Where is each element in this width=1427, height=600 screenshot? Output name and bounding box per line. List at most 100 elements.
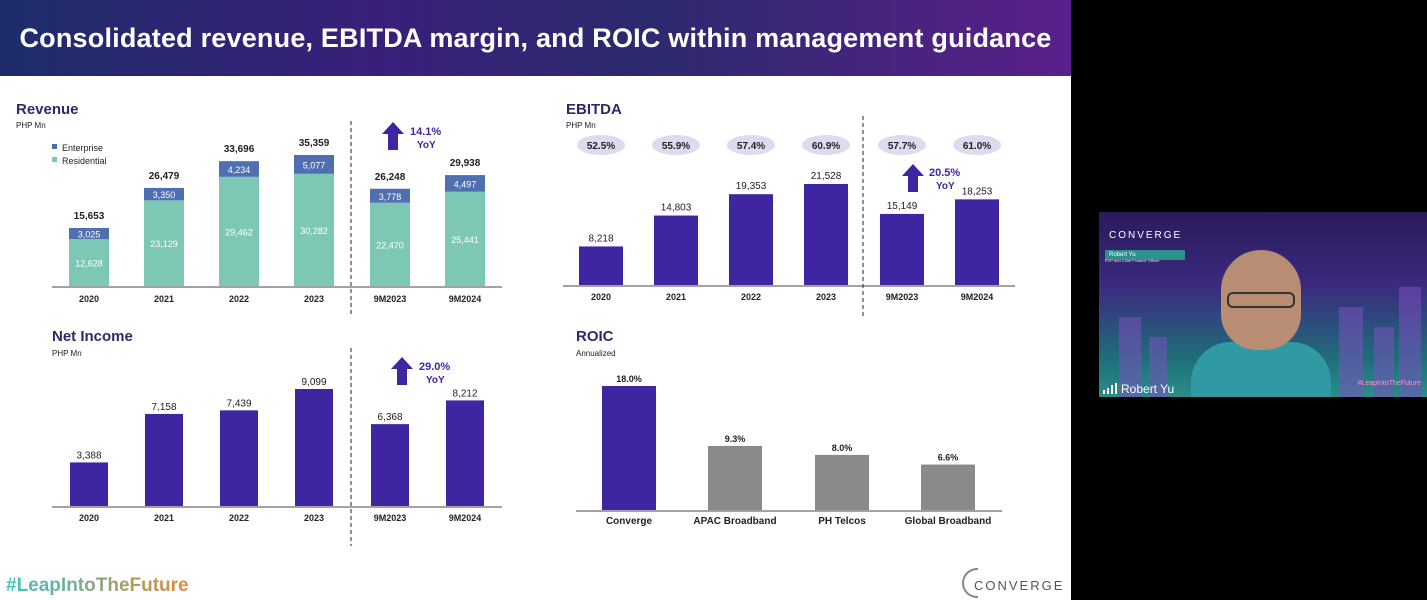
revenue-enterprise-label: 4,234	[228, 165, 251, 175]
net-income-category-label: 9M2023	[374, 513, 407, 523]
revenue-bar-enterprise	[69, 228, 109, 240]
slide: Consolidated revenue, EBITDA margin, and…	[0, 0, 1071, 600]
net-income-category-label: 9M2024	[449, 513, 482, 523]
speaker-glasses	[1227, 292, 1295, 308]
net-income-bar	[145, 413, 183, 506]
legend-residential-label: Residential	[62, 156, 107, 166]
ebitda-value-label: 19,353	[736, 181, 767, 192]
participant-label: Robert Yu	[1099, 380, 1219, 397]
revenue-enterprise-label: 4,497	[454, 179, 477, 189]
ebitda-bar	[880, 213, 924, 285]
revenue-enterprise-label: 3,025	[78, 230, 101, 240]
roic-bar	[708, 445, 762, 510]
ebitda-value-label: 15,149	[887, 201, 918, 212]
ebitda-bar	[654, 215, 698, 285]
ebitda-bar	[804, 184, 848, 285]
webcam-name-tag: Robert Yu	[1105, 250, 1185, 260]
ebitda-category-label: 2020	[591, 292, 611, 302]
roic-title: ROIC	[576, 328, 614, 345]
revenue-bar-residential	[370, 202, 410, 286]
revenue-title: Revenue	[16, 101, 79, 118]
skyline-building	[1339, 307, 1363, 397]
revenue-growth-value: 14.1%	[410, 126, 441, 138]
ebitda-value-label: 14,803	[661, 203, 692, 214]
revenue-bar-enterprise	[370, 188, 410, 203]
net-income-value-label: 7,158	[151, 402, 176, 413]
roic-value-label: 6.6%	[938, 453, 959, 463]
ebitda-margin-pill	[802, 135, 850, 155]
speaker-shirt	[1191, 342, 1331, 397]
roic-bar	[815, 454, 869, 510]
ebitda-growth-arrow-icon	[902, 164, 924, 192]
net-income-category-label: 2020	[79, 513, 99, 523]
webcam-hashtag: #LeapIntoTheFuture	[1357, 380, 1421, 387]
revenue-bar-residential	[144, 200, 184, 286]
ebitda-value-label: 21,528	[811, 171, 842, 182]
revenue-bar-enterprise	[445, 175, 485, 192]
hashtag-footer: #LeapIntoTheFuture	[6, 575, 189, 596]
revenue-total-label: 29,938	[450, 158, 481, 169]
roic-category-label: Global Broadband	[905, 516, 992, 527]
net-income-growth-label: YoY	[426, 375, 445, 386]
webcam-tile[interactable]: CONVERGE Robert Yu EVP and Chief Finance…	[1099, 212, 1427, 397]
ebitda-growth-value: 20.5%	[929, 167, 960, 179]
skyline-building	[1119, 317, 1141, 397]
net-income-value-label: 7,439	[226, 398, 251, 409]
revenue-residential-label: 30,282	[300, 226, 328, 236]
ebitda-margin-pill	[652, 135, 700, 155]
ebitda-unit: PHP Mn	[566, 121, 596, 130]
revenue-residential-label: 29,462	[225, 227, 253, 237]
ebitda-bar	[955, 199, 999, 285]
skyline-building	[1399, 287, 1421, 397]
net-income-category-label: 2023	[304, 513, 324, 523]
converge-logo: CONVERGE	[962, 568, 1062, 598]
revenue-category-label: 9M2023	[374, 294, 407, 304]
ebitda-margin-pill	[727, 135, 775, 155]
revenue-category-label: 9M2024	[449, 294, 482, 304]
revenue-growth-label: YoY	[417, 140, 436, 151]
revenue-enterprise-label: 3,350	[153, 190, 176, 200]
webcam-title-tag: EVP and Chief Finance Officer	[1105, 258, 1160, 263]
title-banner: Consolidated revenue, EBITDA margin, and…	[0, 0, 1071, 76]
legend-residential-swatch	[52, 157, 57, 162]
ebitda-growth-label: YoY	[936, 181, 955, 192]
revenue-enterprise-label: 5,077	[303, 160, 326, 170]
ebitda-category-label: 2021	[666, 292, 686, 302]
revenue-growth-arrow-icon	[382, 122, 404, 150]
ebitda-value-label: 18,253	[962, 186, 993, 197]
ebitda-margin-label: 52.5%	[587, 141, 615, 152]
revenue-total-label: 26,479	[149, 171, 180, 182]
ebitda-margin-label: 60.9%	[812, 141, 840, 152]
ebitda-margin-label: 55.9%	[662, 141, 690, 152]
roic-value-label: 8.0%	[832, 443, 853, 453]
skyline-building	[1374, 327, 1394, 397]
net-income-bar	[446, 400, 484, 506]
ebitda-margin-label: 57.7%	[888, 141, 916, 152]
speaker-face	[1221, 250, 1301, 350]
ebitda-value-label: 8,218	[588, 233, 613, 244]
net-income-bar	[371, 424, 409, 506]
revenue-bar-residential	[69, 239, 109, 286]
revenue-residential-label: 23,129	[150, 239, 178, 249]
webcam-brand: CONVERGE	[1109, 230, 1183, 241]
net-income-growth-arrow-icon	[391, 357, 413, 385]
signal-bars-icon	[1103, 383, 1117, 394]
net-income-bar	[295, 389, 333, 506]
net-income-unit: PHP Mn	[52, 349, 82, 358]
ebitda-category-label: 9M2023	[886, 292, 919, 302]
revenue-category-label: 2021	[154, 294, 174, 304]
revenue-bar-enterprise	[294, 155, 334, 174]
net-income-bar	[220, 410, 258, 506]
revenue-total-label: 35,359	[299, 138, 330, 149]
ebitda-margin-pill	[577, 135, 625, 155]
net-income-value-label: 8,212	[452, 388, 477, 399]
revenue-unit: PHP Mn	[16, 121, 46, 130]
revenue-total-label: 33,696	[224, 144, 255, 155]
roic-value-label: 18.0%	[616, 374, 642, 384]
revenue-residential-label: 12,628	[75, 259, 103, 269]
revenue-total-label: 26,248	[375, 172, 406, 183]
ebitda-title: EBITDA	[566, 101, 622, 118]
ebitda-margin-label: 61.0%	[963, 141, 991, 152]
revenue-residential-label: 25,441	[451, 235, 479, 245]
roic-category-label: APAC Broadband	[693, 516, 776, 527]
